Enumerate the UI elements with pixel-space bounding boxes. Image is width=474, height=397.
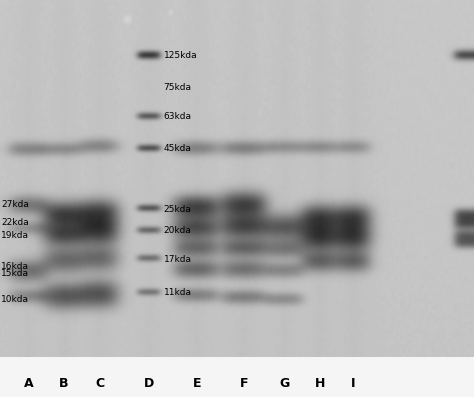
Text: 20kda: 20kda xyxy=(164,226,191,235)
Text: 11kda: 11kda xyxy=(164,289,191,297)
Text: C: C xyxy=(95,377,104,389)
Text: 75kda: 75kda xyxy=(164,83,191,92)
Text: G: G xyxy=(279,377,290,389)
Text: 16kda: 16kda xyxy=(1,262,29,271)
Text: 22kda: 22kda xyxy=(1,218,29,227)
Text: D: D xyxy=(144,377,155,389)
Text: 17kda: 17kda xyxy=(164,254,191,264)
Text: 19kda: 19kda xyxy=(1,231,29,240)
Text: I: I xyxy=(351,377,356,389)
Text: B: B xyxy=(59,377,69,389)
Text: 63kda: 63kda xyxy=(164,112,191,121)
Text: 10kda: 10kda xyxy=(1,295,29,304)
Text: 45kda: 45kda xyxy=(164,144,191,153)
Text: F: F xyxy=(240,377,248,389)
Text: 27kda: 27kda xyxy=(1,200,29,209)
Text: E: E xyxy=(192,377,201,389)
Text: A: A xyxy=(24,377,33,389)
Text: 15kda: 15kda xyxy=(1,269,29,278)
Text: H: H xyxy=(315,377,325,389)
Text: 25kda: 25kda xyxy=(164,204,191,214)
Text: 125kda: 125kda xyxy=(164,51,197,60)
